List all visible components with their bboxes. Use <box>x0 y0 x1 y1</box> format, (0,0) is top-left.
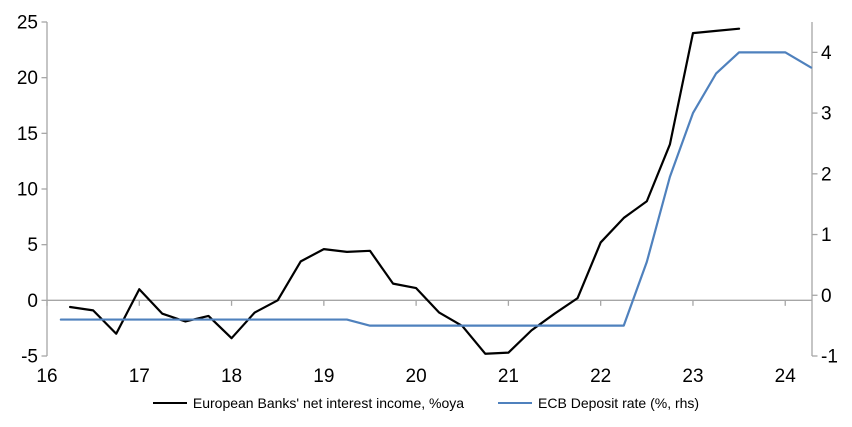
chart-legend: European Banks' net interest income, %oy… <box>0 393 852 413</box>
x-axis-tick-label: 21 <box>498 366 519 387</box>
right-axis-tick-label: 2 <box>821 164 832 185</box>
right-axis-tick-label: 4 <box>821 43 832 64</box>
ecb-rate-line-swatch <box>498 402 533 404</box>
left-axis-tick-label: 10 <box>17 180 38 201</box>
left-axis-tick-label: 0 <box>27 291 38 312</box>
x-axis-tick-label: 19 <box>313 366 334 387</box>
legend-label-ecb-rate: ECB Deposit rate (%, rhs) <box>538 395 700 411</box>
right-axis-tick-label: -1 <box>821 347 838 368</box>
legend-item-nii: European Banks' net interest income, %oy… <box>152 395 465 411</box>
x-axis-tick-label: 24 <box>775 366 797 387</box>
left-axis-tick-label: 20 <box>17 68 38 89</box>
x-axis-tick-label: 18 <box>221 366 242 387</box>
x-axis-tick-label: 22 <box>590 366 611 387</box>
left-axis-tick-label: 5 <box>27 235 38 256</box>
legend-item-ecb-rate: ECB Deposit rate (%, rhs) <box>498 395 699 411</box>
x-axis-tick-label: 16 <box>36 366 57 387</box>
left-axis-tick-label: 25 <box>17 13 38 34</box>
legend-label-nii: European Banks' net interest income, %oy… <box>192 395 465 411</box>
nii-line-swatch <box>152 402 187 404</box>
ecb-deposit-rate-line <box>59 51 813 327</box>
x-axis-tick-label: 17 <box>129 366 150 387</box>
right-axis-tick-label: 1 <box>821 225 832 246</box>
right-axis-tick-label: 3 <box>821 104 832 125</box>
x-axis-tick-label: 20 <box>406 366 427 387</box>
x-axis-tick-label: 23 <box>682 366 703 387</box>
nii-line <box>68 27 741 355</box>
left-axis-tick-label: 15 <box>17 124 38 145</box>
left-axis-tick-label: -5 <box>21 347 38 368</box>
right-axis-tick-label: 0 <box>821 286 832 307</box>
